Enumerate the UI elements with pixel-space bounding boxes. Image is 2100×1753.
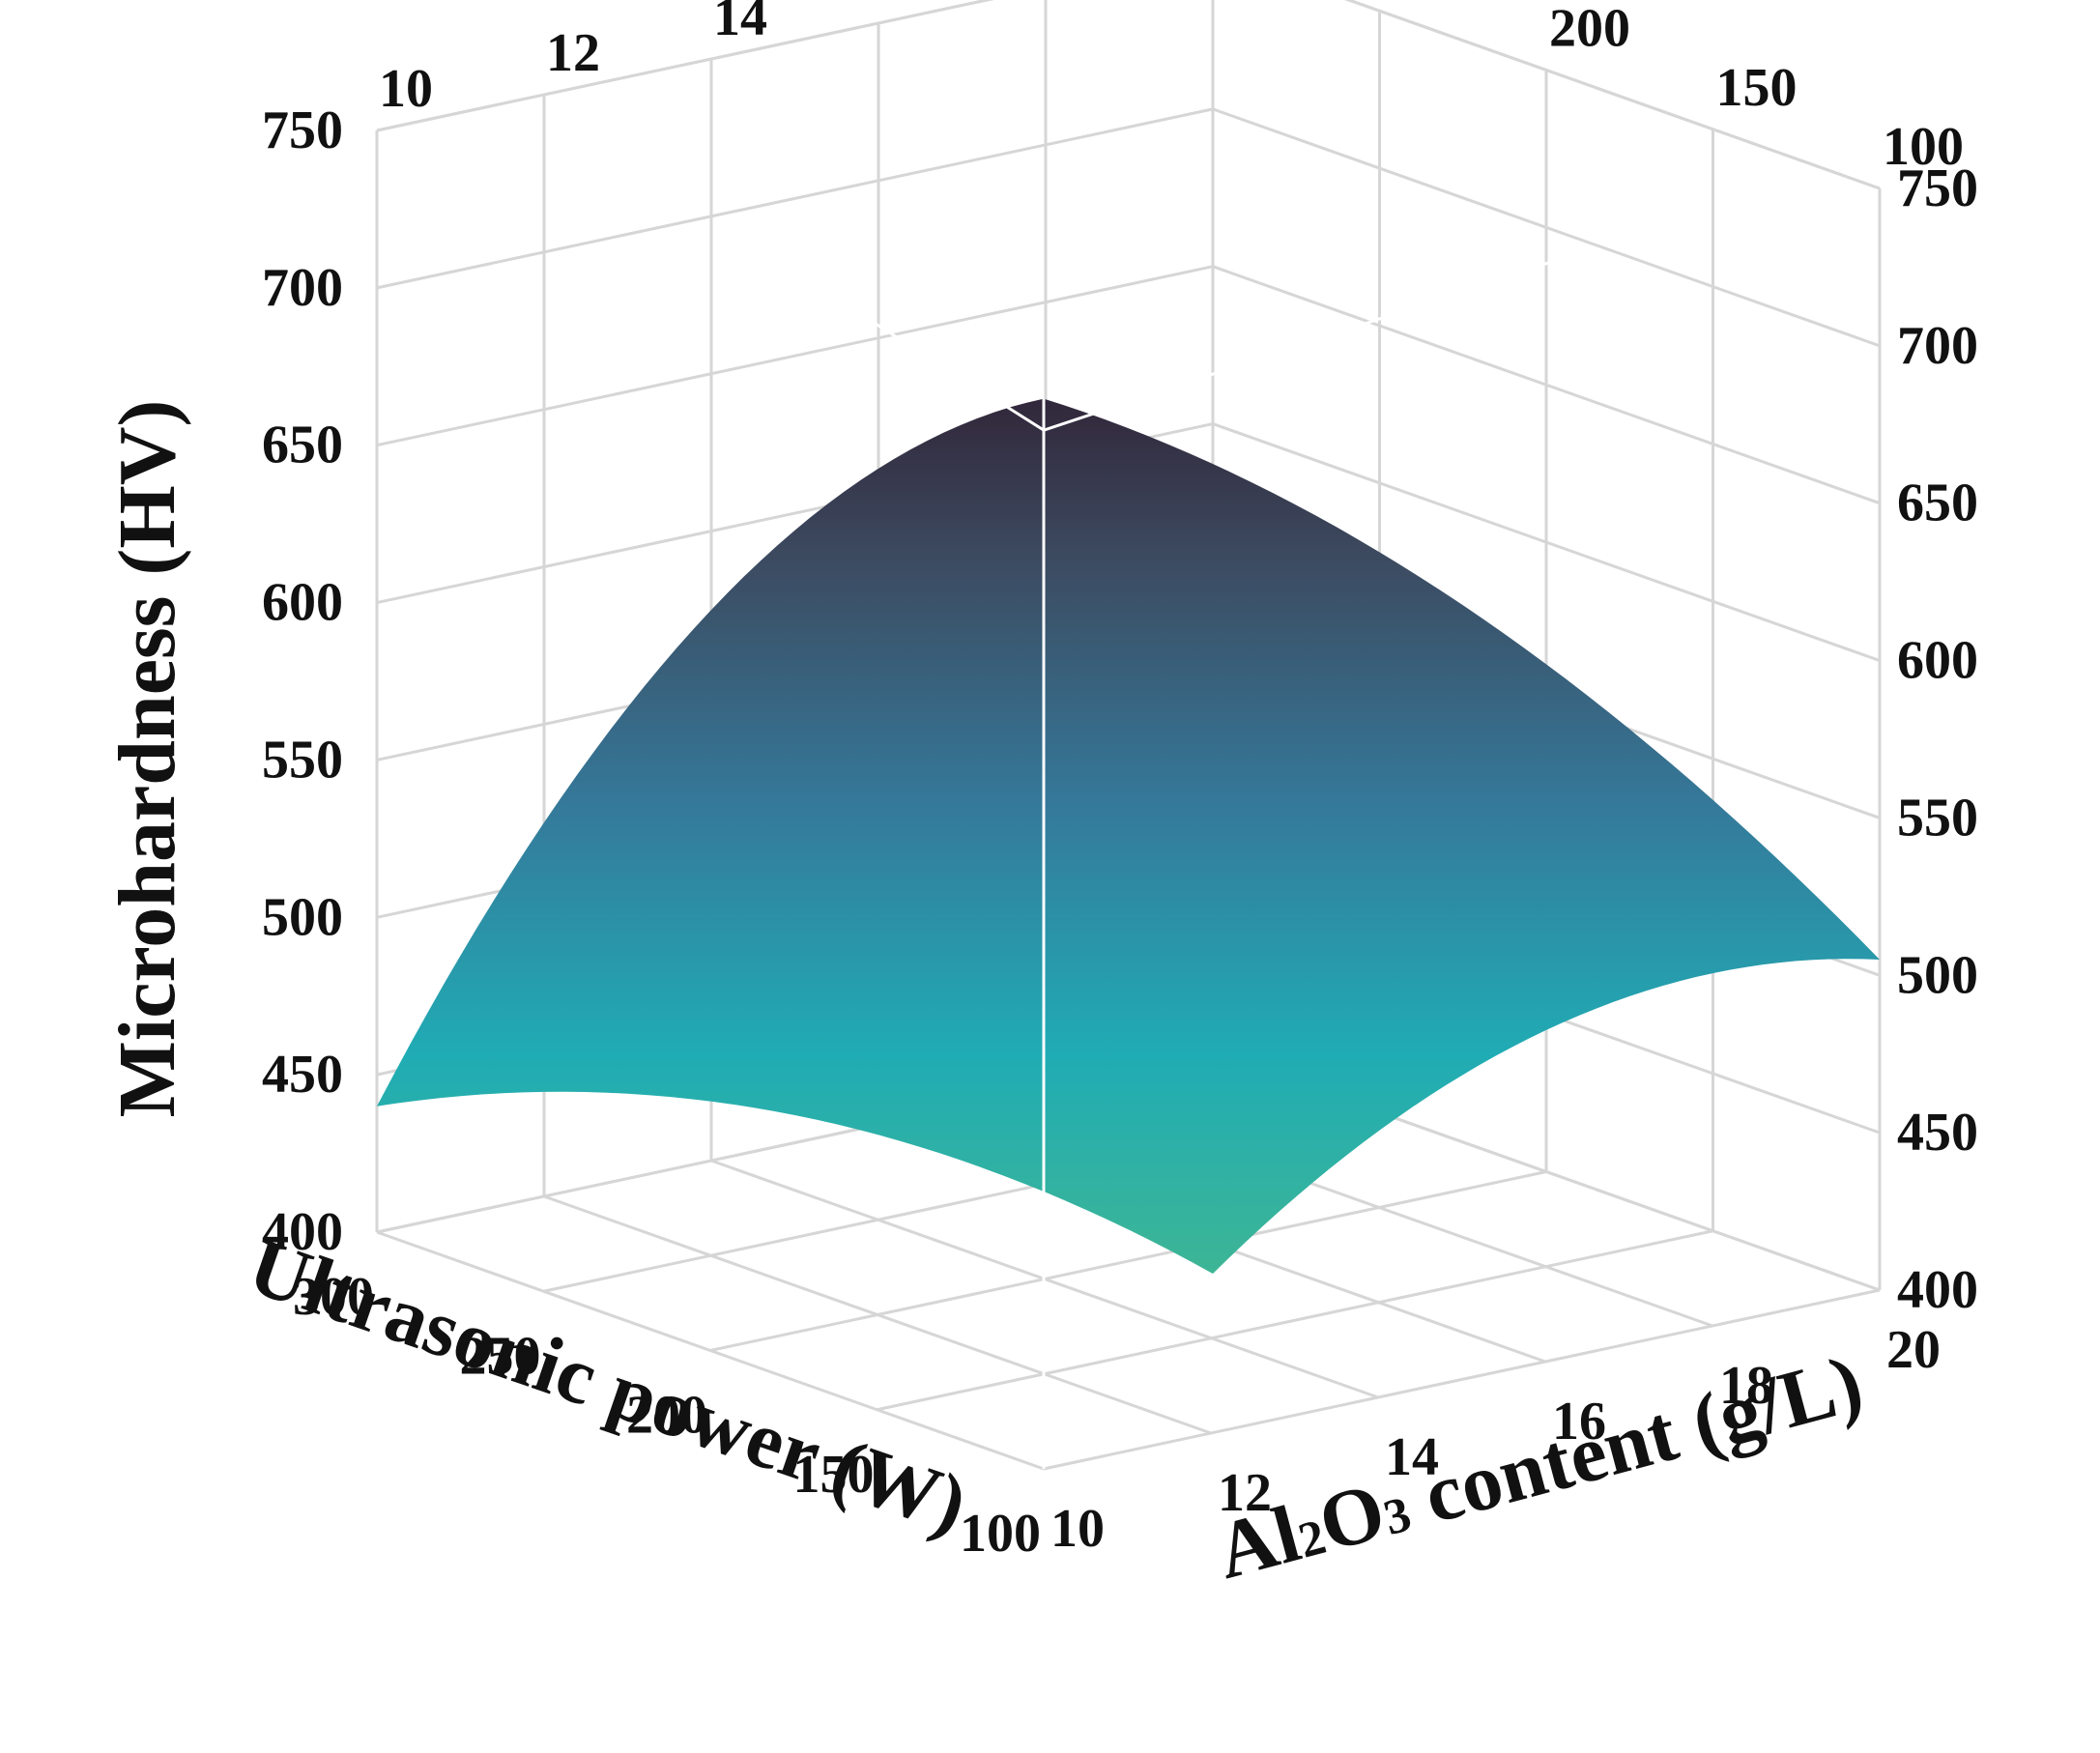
gridline-backwall-z-7 <box>376 0 994 132</box>
y-tick-bottom-0: 10 <box>1050 1499 1105 1559</box>
gridline-backwall-z-6 <box>376 107 1214 290</box>
surface <box>377 251 1880 1469</box>
box-edge-1 <box>1344 0 1881 190</box>
y-tick-bottom-4: 18 <box>1719 1356 1773 1416</box>
x-tick-top-2: 200 <box>1549 0 1630 59</box>
y-tick-bottom-5: 20 <box>1886 1320 1941 1380</box>
z-tick-left-5: 650 <box>262 416 343 475</box>
tick-labels: 400 450 500 550 600 650 700 750 400 450 500 550 600 6… <box>262 0 1978 1564</box>
gridline-rightwall-z-6 <box>1212 107 1881 348</box>
gridline-floor-x-0 <box>1043 1288 1881 1471</box>
gridline-floor-x-1 <box>877 1229 1713 1412</box>
gridline-rightwall-z-4 <box>1212 422 1881 662</box>
y-title-part-1: Al <box>1207 1489 1309 1597</box>
peak-left-gridline <box>816 285 1045 432</box>
z-tick-right-0: 400 <box>1897 1260 1978 1320</box>
z-tick-left-6: 700 <box>262 258 343 318</box>
y-tick-top-0: 10 <box>379 59 433 119</box>
gridline-backwall-z-5 <box>376 265 1214 447</box>
x-tick-bottom-2: 200 <box>626 1386 707 1446</box>
z-tick-right-2: 500 <box>1897 945 1978 1005</box>
gridline-floor-x-2 <box>709 1170 1547 1352</box>
gridline-rightwall-z-5 <box>1212 265 1881 505</box>
y-title-part-3: content (g/L) <box>1395 1338 1872 1546</box>
z-tick-right-7: 750 <box>1897 158 1978 218</box>
z-tick-left-1: 450 <box>262 1045 343 1105</box>
z-tick-left-7: 750 <box>262 101 343 160</box>
y-tick-top-1: 12 <box>546 23 600 83</box>
gridline-floor-y-0 <box>376 1230 1045 1471</box>
x-tick-bottom-0: 100 <box>960 1504 1041 1564</box>
z-tick-left-2: 500 <box>262 887 343 947</box>
z-tick-right-5: 650 <box>1897 474 1978 533</box>
y-axis-title: Al2O3 content (g/L) <box>1207 1338 1871 1597</box>
x-tick-top-1: 150 <box>1716 58 1798 118</box>
y-tick-bottom-3: 16 <box>1552 1392 1606 1451</box>
z-tick-right-1: 450 <box>1897 1103 1978 1163</box>
z-tick-right-4: 600 <box>1897 631 1978 691</box>
y-tick-top-2: 14 <box>713 0 767 47</box>
x-tick-bottom-4: 300 <box>293 1267 374 1327</box>
x-axis-title: Ultrasonic power (W) <box>238 1221 978 1550</box>
z-tick-left-0: 400 <box>262 1202 343 1262</box>
z-tick-right-6: 700 <box>1897 316 1978 376</box>
gridline-floor-y-1 <box>543 1194 1212 1435</box>
y-tick-top-3: 16 <box>880 0 935 12</box>
y-tick-bottom-2: 14 <box>1385 1427 1439 1487</box>
y-tick-bottom-1: 12 <box>1218 1463 1272 1523</box>
x-tick-bottom-3: 250 <box>460 1326 541 1386</box>
z-tick-left-4: 600 <box>262 573 343 633</box>
peak-right-gridline <box>1043 251 1580 432</box>
z-tick-right-3: 550 <box>1897 788 1978 848</box>
x-tick-top-0: 100 <box>1883 117 1964 177</box>
z-tick-left-3: 550 <box>262 730 343 790</box>
box-edge-0 <box>376 0 994 132</box>
surface-mesh <box>377 398 1880 1275</box>
z-axis-title: Microhardness (HV) <box>102 400 192 1118</box>
x-tick-bottom-1: 150 <box>793 1445 875 1505</box>
